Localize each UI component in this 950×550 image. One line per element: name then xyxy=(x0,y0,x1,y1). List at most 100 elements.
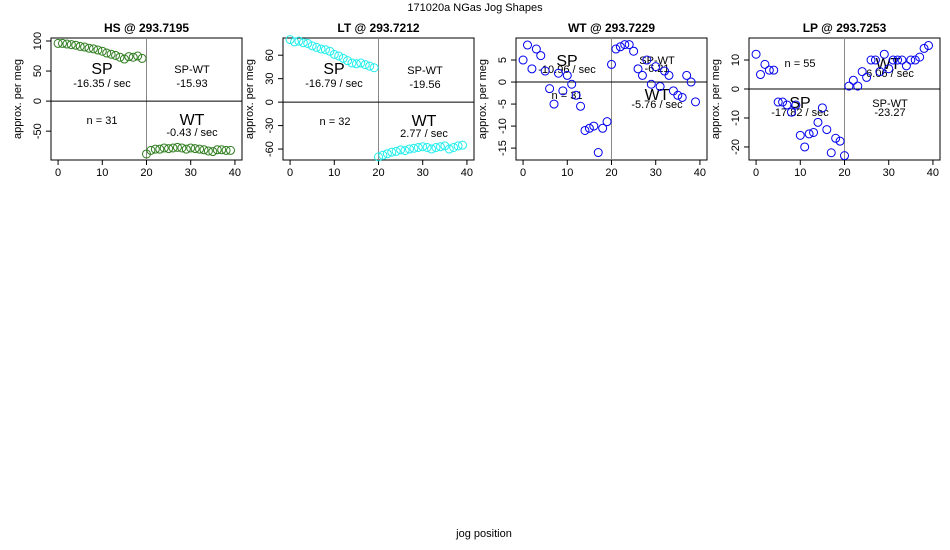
point xyxy=(186,143,196,153)
point xyxy=(584,123,594,133)
y-tick-label: 10 xyxy=(730,54,742,66)
point xyxy=(682,70,692,80)
point xyxy=(128,52,138,62)
point xyxy=(893,55,903,65)
annotation: SP-WT xyxy=(407,65,443,77)
annotation: -6.21 xyxy=(644,63,669,75)
point xyxy=(378,150,388,160)
point xyxy=(910,55,920,65)
point xyxy=(764,65,774,75)
point xyxy=(106,49,116,59)
point xyxy=(195,144,205,154)
point xyxy=(329,49,339,59)
point xyxy=(155,144,165,154)
point xyxy=(611,44,621,54)
point xyxy=(449,142,459,152)
point xyxy=(531,44,541,54)
point xyxy=(190,144,200,154)
x-tick-label: 0 xyxy=(287,167,293,179)
point xyxy=(593,148,603,158)
point xyxy=(562,70,572,80)
point xyxy=(778,97,788,107)
y-tick-label: -15 xyxy=(497,140,509,156)
point xyxy=(181,144,191,154)
point xyxy=(817,103,827,113)
x-tick-label: 0 xyxy=(520,167,526,179)
point xyxy=(835,136,845,146)
point xyxy=(853,81,863,91)
point xyxy=(646,79,656,89)
point xyxy=(919,43,929,53)
point xyxy=(369,63,379,73)
point xyxy=(870,55,880,65)
point xyxy=(347,58,357,68)
point xyxy=(208,147,218,157)
x-tick-label: 20 xyxy=(838,167,850,179)
point xyxy=(809,127,819,137)
point xyxy=(518,55,528,65)
point xyxy=(677,92,687,102)
point xyxy=(791,100,801,110)
x-tick-label: 30 xyxy=(650,167,662,179)
point xyxy=(576,101,586,111)
point xyxy=(119,54,129,64)
point xyxy=(217,145,227,155)
y-tick-label: -60 xyxy=(264,141,276,157)
point xyxy=(897,55,907,65)
point xyxy=(624,40,634,50)
annotation: -5.76 / sec xyxy=(631,99,683,111)
point xyxy=(360,60,370,70)
point xyxy=(307,41,317,51)
point xyxy=(567,79,577,89)
annotation: WT xyxy=(645,87,670,104)
y-tick-label: 5 xyxy=(497,57,509,63)
point xyxy=(786,107,796,117)
point xyxy=(813,117,823,127)
annotation: SP-WT xyxy=(174,64,210,76)
x-tick-label: 30 xyxy=(883,167,895,179)
point xyxy=(404,144,414,154)
y-tick-label: 0 xyxy=(264,99,276,105)
point xyxy=(80,42,90,52)
point xyxy=(427,144,437,154)
point xyxy=(822,125,832,135)
point xyxy=(93,45,103,55)
point xyxy=(111,50,121,60)
point xyxy=(589,121,599,131)
annotation: SP-WT xyxy=(872,98,908,110)
point xyxy=(651,62,661,72)
point xyxy=(418,142,428,152)
point xyxy=(409,143,419,153)
point xyxy=(115,52,125,62)
annotation: -23.27 xyxy=(874,107,905,119)
point xyxy=(396,145,406,155)
point xyxy=(294,36,304,46)
point xyxy=(444,144,454,154)
point xyxy=(177,143,187,153)
point xyxy=(755,70,765,80)
point xyxy=(338,53,348,63)
y-tick-label: 30 xyxy=(264,73,276,85)
point xyxy=(66,40,76,50)
point xyxy=(84,43,94,53)
point xyxy=(75,41,85,51)
point xyxy=(598,123,608,133)
point xyxy=(668,86,678,96)
point xyxy=(387,147,397,157)
point xyxy=(620,40,630,50)
y-tick-label: 60 xyxy=(264,49,276,61)
x-tick-label: 30 xyxy=(417,167,429,179)
panel-title: LP @ 293.7253 xyxy=(803,21,887,35)
point xyxy=(159,143,169,153)
annotation: -10.96 / sec xyxy=(538,64,596,76)
point xyxy=(655,81,665,91)
x-tick-label: 20 xyxy=(605,167,617,179)
point xyxy=(875,67,885,77)
point xyxy=(553,68,563,78)
point xyxy=(97,46,107,56)
annotation: SP xyxy=(556,53,577,70)
point xyxy=(435,142,445,152)
annotation: -16.35 / sec xyxy=(73,78,131,90)
point xyxy=(782,100,792,110)
